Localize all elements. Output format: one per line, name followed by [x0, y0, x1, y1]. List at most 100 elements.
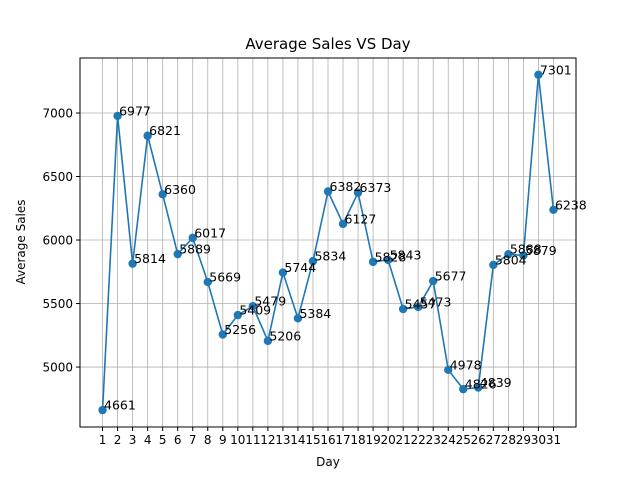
data-label: 4661: [104, 398, 136, 413]
data-point: [534, 70, 543, 79]
x-tick-label: 3: [129, 433, 137, 447]
data-label: 5384: [299, 306, 331, 321]
data-label: 5457: [405, 296, 437, 311]
x-tick-label: 15: [305, 433, 320, 447]
data-labels: 4661 6977 5814 6821 6360 5889 6017 5669 5256 5409…: [104, 62, 587, 412]
x-tick-label: 11: [245, 433, 260, 447]
data-label: 5677: [435, 269, 467, 284]
x-tick-label: 7: [189, 433, 197, 447]
data-point: [444, 365, 453, 375]
x-tick-label: 22: [411, 433, 426, 447]
data-point: [323, 187, 333, 196]
y-tick-label: 7000: [42, 107, 73, 121]
x-tick-label: 27: [486, 433, 501, 447]
data-point: [203, 277, 212, 287]
data-label: 4826: [465, 377, 497, 392]
data-label: 5409: [239, 303, 271, 318]
data-label: 6382: [330, 179, 362, 194]
x-tick-label: 25: [456, 433, 471, 447]
x-tick-label: 2: [114, 433, 122, 447]
x-tick-label: 14: [290, 433, 305, 447]
data-point: [353, 188, 363, 197]
data-point: [549, 205, 558, 214]
data-label: 6238: [555, 197, 587, 212]
x-tick-label: 30: [531, 433, 546, 447]
y-tick-label: 5500: [42, 297, 73, 311]
x-tick-label: 28: [501, 433, 516, 447]
x-tick-label: 9: [219, 433, 227, 447]
data-point: [398, 304, 408, 314]
x-tick-label: 13: [275, 433, 290, 447]
data-point: [504, 250, 513, 259]
data-label: 5473: [420, 294, 452, 309]
x-tick-label: 12: [260, 433, 275, 447]
x-tick-label: 29: [516, 433, 531, 447]
y-tick-label: 6500: [42, 170, 73, 184]
data-label: 6977: [119, 103, 151, 118]
grid-lines: [80, 58, 576, 427]
data-point: [489, 260, 498, 270]
data-label: 6017: [194, 225, 226, 240]
axis-ticks: 1 2 3 4 5 6 7 8 9 10 11 12 13 14 15 16 17 18 19 20 21 22 23 24 2…: [42, 107, 561, 447]
y-tick-label: 6000: [42, 234, 73, 248]
data-point: [113, 111, 122, 121]
x-tick-label: 1: [99, 433, 107, 447]
data-point: [173, 249, 182, 259]
x-axis-label: Day: [316, 455, 340, 469]
data-label: 5828: [375, 249, 407, 264]
data-label: 4978: [450, 357, 482, 372]
data-label: 5888: [510, 242, 542, 257]
data-label: 7301: [540, 62, 572, 77]
data-label: 5814: [134, 251, 166, 266]
data-label: 5879: [525, 243, 557, 258]
x-tick-label: 16: [320, 433, 335, 447]
x-tick-label: 8: [204, 433, 212, 447]
x-tick-label: 4: [144, 433, 152, 447]
data-point: [278, 268, 288, 277]
data-label: 6373: [360, 180, 392, 195]
x-tick-label: 18: [350, 433, 365, 447]
x-tick-label: 26: [471, 433, 486, 447]
data-point: [233, 310, 243, 320]
data-label: 5889: [179, 242, 211, 257]
x-tick-label: 10: [230, 433, 245, 447]
data-point: [338, 219, 348, 229]
y-tick-label: 5000: [42, 361, 73, 375]
data-label: 5834: [314, 249, 346, 264]
data-label: 5744: [284, 260, 316, 275]
x-tick-label: 17: [335, 433, 350, 447]
chart-title: Average Sales VS Day: [245, 35, 410, 53]
data-point: [128, 259, 137, 268]
data-label: 6821: [149, 123, 181, 138]
data-point: [413, 302, 423, 312]
data-point: [98, 405, 107, 415]
x-tick-label: 5: [159, 433, 167, 447]
data-point: [248, 302, 258, 311]
data-point: [188, 233, 197, 243]
y-axis-label: Average Sales: [14, 199, 28, 284]
data-label: 5256: [224, 322, 256, 337]
data-label: 5669: [209, 270, 241, 285]
data-point: [143, 131, 152, 140]
data-label: 5804: [495, 252, 527, 267]
data-points: [98, 70, 558, 415]
data-point: [368, 257, 378, 267]
data-label: 5479: [254, 294, 286, 309]
data-point: [429, 276, 438, 286]
data-point: [218, 330, 227, 339]
data-label: 4839: [480, 375, 512, 390]
data-point: [158, 190, 167, 199]
data-point: [383, 255, 393, 265]
data-point: [308, 256, 318, 266]
data-label: 6360: [164, 182, 196, 197]
x-tick-label: 19: [365, 433, 380, 447]
data-point: [263, 336, 273, 346]
data-point: [293, 314, 303, 323]
x-tick-label: 6: [174, 433, 182, 447]
data-label: 5206: [269, 328, 301, 343]
x-tick-label: 23: [426, 433, 441, 447]
data-point: [474, 383, 483, 392]
x-tick-label: 24: [441, 433, 456, 447]
data-point: [459, 384, 468, 394]
